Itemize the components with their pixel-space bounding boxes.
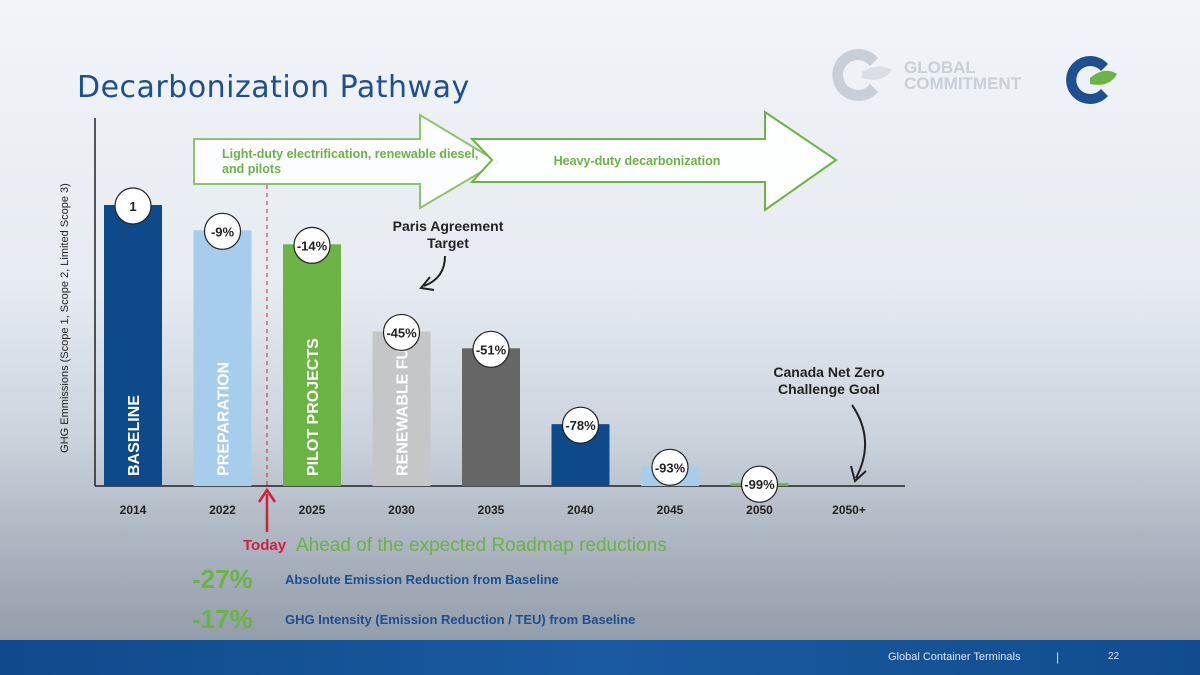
- today-label: Today: [243, 537, 287, 554]
- x-tick-label: 2014: [120, 503, 147, 517]
- stat-absolute-label: Absolute Emission Reduction from Baselin…: [285, 572, 559, 587]
- arrow-light-duty-text: Light-duty electrification, renewable di…: [222, 147, 478, 176]
- bar-phase-label: RENEWABLE FUELS: [394, 317, 411, 476]
- value-bubble: [472, 330, 510, 368]
- stat-intensity-value: -17%: [192, 604, 253, 634]
- x-tick-label: 2045: [657, 503, 684, 517]
- footer-bar: [0, 640, 1200, 675]
- gct-logo-icon: [1066, 56, 1117, 104]
- data-label: -99%: [744, 477, 775, 492]
- emissions-bar-chart: Light-duty electrification, renewable di…: [59, 110, 905, 532]
- x-tick-label: 2040: [567, 503, 594, 517]
- stat-intensity-label: GHG Intensity (Emission Reduction / TEU)…: [285, 612, 636, 627]
- x-tick-label: 2025: [299, 503, 326, 517]
- value-bubble: [114, 187, 152, 225]
- value-bubble: [203, 212, 242, 250]
- bar-phase-label: PILOT PROJECTS: [305, 338, 322, 476]
- x-tick-label: 2035: [478, 503, 505, 517]
- watermark-text-line1: GLOBAL: [904, 58, 976, 77]
- bar-2022: [193, 230, 252, 486]
- canada-arrow-icon: [851, 404, 866, 479]
- value-bubble: [740, 465, 779, 503]
- data-label: -14%: [297, 238, 328, 253]
- data-label: -51%: [476, 342, 507, 357]
- x-tick-label: 2030: [388, 503, 415, 517]
- y-axis-label: GHG Emmissions (Scope 1, Scope 2, Limite…: [59, 183, 71, 453]
- bar-2025: [283, 244, 341, 486]
- bar-phase-label: BASELINE: [126, 395, 143, 476]
- today-arrow-icon: [257, 487, 277, 532]
- data-label: -45%: [386, 325, 417, 340]
- data-label: -78%: [565, 418, 596, 433]
- arrow-heavy-duty: [469, 110, 838, 212]
- data-label: -9%: [211, 224, 235, 239]
- data-label: -93%: [655, 460, 686, 475]
- page-title: Decarbonization Pathway: [77, 70, 470, 105]
- value-bubble: [651, 448, 689, 486]
- ahead-text: Ahead of the expected Roadmap reductions: [296, 535, 667, 556]
- stat-absolute-value: -27%: [192, 564, 253, 594]
- value-bubble: [293, 226, 331, 264]
- canada-annotation: Canada Net Zero Challenge Goal: [773, 364, 884, 397]
- value-bubble: [561, 406, 600, 444]
- value-bubble: [382, 313, 421, 352]
- watermark-logo-icon: [832, 49, 892, 101]
- x-tick-label: 2050+: [832, 503, 866, 517]
- footer-company: Global Container Terminals: [888, 651, 1021, 663]
- bar-2035: [462, 348, 520, 486]
- x-tick-label: 2050: [746, 503, 773, 517]
- bar-2014: [104, 205, 162, 486]
- bar-phase-label: PREPARATION: [215, 362, 232, 476]
- data-label: 1: [129, 199, 136, 214]
- bar-2030: [372, 331, 431, 486]
- watermark-text-line2: COMMITMENT: [904, 74, 1022, 93]
- arrow-light-duty: [193, 113, 500, 210]
- paris-arrow-icon: [423, 255, 446, 287]
- page-number: 22: [1108, 651, 1120, 662]
- paris-annotation: Paris Agreement Target: [393, 218, 504, 251]
- arrow-heavy-duty-text: Heavy-duty decarbonization: [554, 154, 721, 168]
- x-tick-label: 2022: [209, 503, 236, 517]
- footer-separator: |: [1056, 650, 1060, 664]
